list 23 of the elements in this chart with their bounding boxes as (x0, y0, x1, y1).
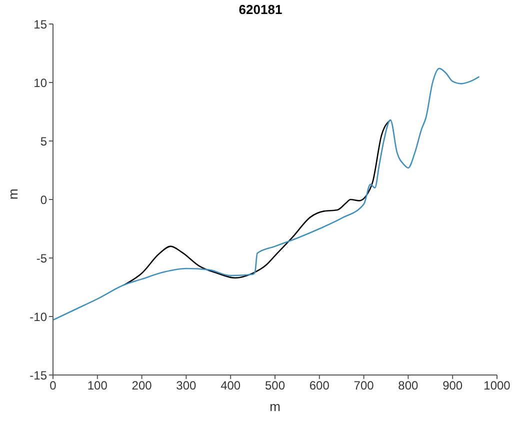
x-tick-label: 0 (50, 378, 57, 393)
x-tick-label: 200 (132, 378, 152, 393)
x-tick-label: 500 (264, 378, 286, 393)
x-tick-label: 600 (309, 378, 330, 393)
y-tick-label: -10 (30, 310, 48, 324)
y-axis-title: m (6, 188, 21, 200)
line-series (53, 68, 480, 321)
y-tick-label: -15 (30, 368, 48, 382)
y-tick-label: 10 (34, 76, 48, 90)
x-tick-label: 100 (87, 378, 108, 393)
x-axis-title: m (270, 399, 280, 414)
y-tick-label: 5 (40, 134, 48, 148)
line-series (123, 119, 392, 286)
y-tick-label: 0 (40, 192, 48, 207)
y-tick-label: 15 (34, 17, 48, 32)
x-tick-label: 300 (176, 378, 197, 393)
x-tick-label: 700 (354, 378, 374, 393)
x-tick-label: 400 (220, 378, 241, 393)
chart-title: 620181 (238, 1, 284, 18)
y-tick-label: -5 (36, 251, 48, 266)
x-tick-label: 800 (398, 378, 419, 393)
x-tick-label: 1000 (484, 378, 511, 393)
x-tick-label: 900 (442, 378, 463, 393)
